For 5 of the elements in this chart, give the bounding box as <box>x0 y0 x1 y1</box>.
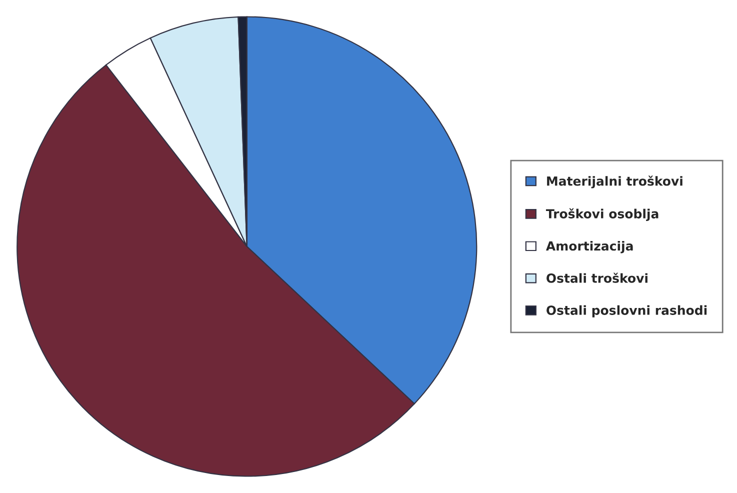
legend-label: Ostali troškovi <box>546 272 648 283</box>
legend-label: Materijalni troškovi <box>547 176 682 188</box>
legend-label: Ostali poslovni rashodi <box>546 305 707 318</box>
legend-label: Amortizacija <box>546 241 633 254</box>
legend-label: Troškovi osoblja <box>546 208 658 221</box>
